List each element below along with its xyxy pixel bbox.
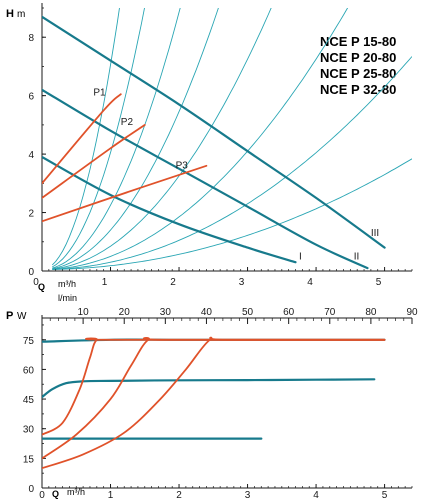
annotation-p1: P1 — [93, 88, 106, 99]
lmin-axis-tick-label: 60 — [283, 307, 295, 318]
head-y-tick-label: 0 — [28, 267, 34, 278]
head-y-tick-label: 8 — [28, 33, 34, 44]
system-curve-5 — [52, 8, 272, 270]
power-y-tick-label: 30 — [23, 425, 35, 436]
head-x-tick-label: 5 — [376, 277, 382, 288]
system-curve-3 — [52, 8, 181, 269]
power-x-tick-label: 2 — [176, 490, 182, 501]
system-curve-4 — [52, 8, 219, 270]
power-curve-p2 — [42, 336, 386, 460]
q-axis-unit-bottom: m³/h — [67, 487, 85, 497]
system-curve-1 — [51, 8, 120, 266]
annotation-p2: P2 — [121, 117, 134, 128]
p-axis-unit: W — [17, 311, 27, 322]
head-curve-i — [42, 155, 297, 264]
head-curve-iii — [42, 15, 386, 249]
q2-axis-unit: l/min — [58, 293, 77, 303]
power-curve-p3 — [42, 336, 386, 470]
system-curve-6 — [52, 8, 349, 270]
head-y-tick-label: 4 — [28, 150, 34, 161]
power-y-tick-label: 15 — [23, 454, 35, 465]
lmin-axis-tick-label: 50 — [242, 307, 254, 318]
lmin-axis-tick-label: 40 — [201, 307, 213, 318]
power-y-tick-label: 75 — [23, 336, 35, 347]
head-x-tick-label: 4 — [307, 277, 313, 288]
annotation-p3: P3 — [176, 161, 189, 172]
head-series — [42, 15, 386, 270]
power-y-tick-label: 45 — [23, 395, 35, 406]
system-curve-7 — [52, 56, 412, 270]
head-curve-ii — [42, 88, 369, 270]
power-x-tick-label: 5 — [382, 490, 388, 501]
lmin-axis-tick-label: 70 — [324, 307, 336, 318]
head-y-tick-label: 2 — [28, 209, 34, 220]
model-title-3: NCE P 25-80 — [320, 66, 396, 81]
model-title-4: NCE P 32-80 — [320, 82, 396, 97]
h-axis-unit: m — [17, 9, 25, 20]
head-x-tick-label: 1 — [102, 277, 108, 288]
lmin-axis-tick-label: 80 — [365, 307, 377, 318]
model-title-1: NCE P 15-80 — [320, 34, 396, 49]
power-y-tick-label: 0 — [28, 484, 34, 495]
power-series — [42, 336, 386, 470]
lmin-axis-tick-label: 10 — [78, 307, 90, 318]
head-curve-p3 — [42, 164, 208, 223]
q-axis-symbol-bottom: Q — [52, 489, 59, 499]
power-x-tick-label: 1 — [108, 490, 114, 501]
lmin-axis-tick-label: 90 — [406, 307, 418, 318]
model-title-2: NCE P 20-80 — [320, 50, 396, 65]
lmin-axis-tick-label: 30 — [160, 307, 172, 318]
power-y-tick-label: 60 — [23, 365, 35, 376]
q-axis-unit-top: m³/h — [58, 279, 76, 289]
q-axis-symbol-top: Q — [38, 282, 45, 292]
head-curve-p2 — [42, 124, 146, 199]
power-x-tick-label: 0 — [39, 490, 45, 501]
annotation-i: I — [299, 251, 302, 262]
lmin-axis-tick-label: 20 — [119, 307, 131, 318]
power-curve-p1 — [42, 337, 386, 436]
annotation-iii: III — [371, 228, 379, 239]
head-y-tick-label: 6 — [28, 92, 34, 103]
model-title-block: NCE P 15-80 NCE P 20-80 NCE P 25-80 NCE … — [320, 34, 396, 97]
power-x-tick-label: 4 — [313, 490, 319, 501]
power-curve-ii — [42, 378, 376, 399]
head-x-tick-label: 2 — [170, 277, 176, 288]
system-curve-8 — [52, 158, 412, 270]
annotation-ii: II — [354, 251, 360, 262]
power-x-tick-label: 3 — [245, 490, 251, 501]
h-axis-symbol: H — [6, 8, 14, 20]
head-x-tick-label: 0 — [33, 277, 39, 288]
p-axis-symbol: P — [6, 310, 13, 322]
head-curve-p1 — [42, 93, 122, 185]
head-x-tick-label: 3 — [239, 277, 245, 288]
